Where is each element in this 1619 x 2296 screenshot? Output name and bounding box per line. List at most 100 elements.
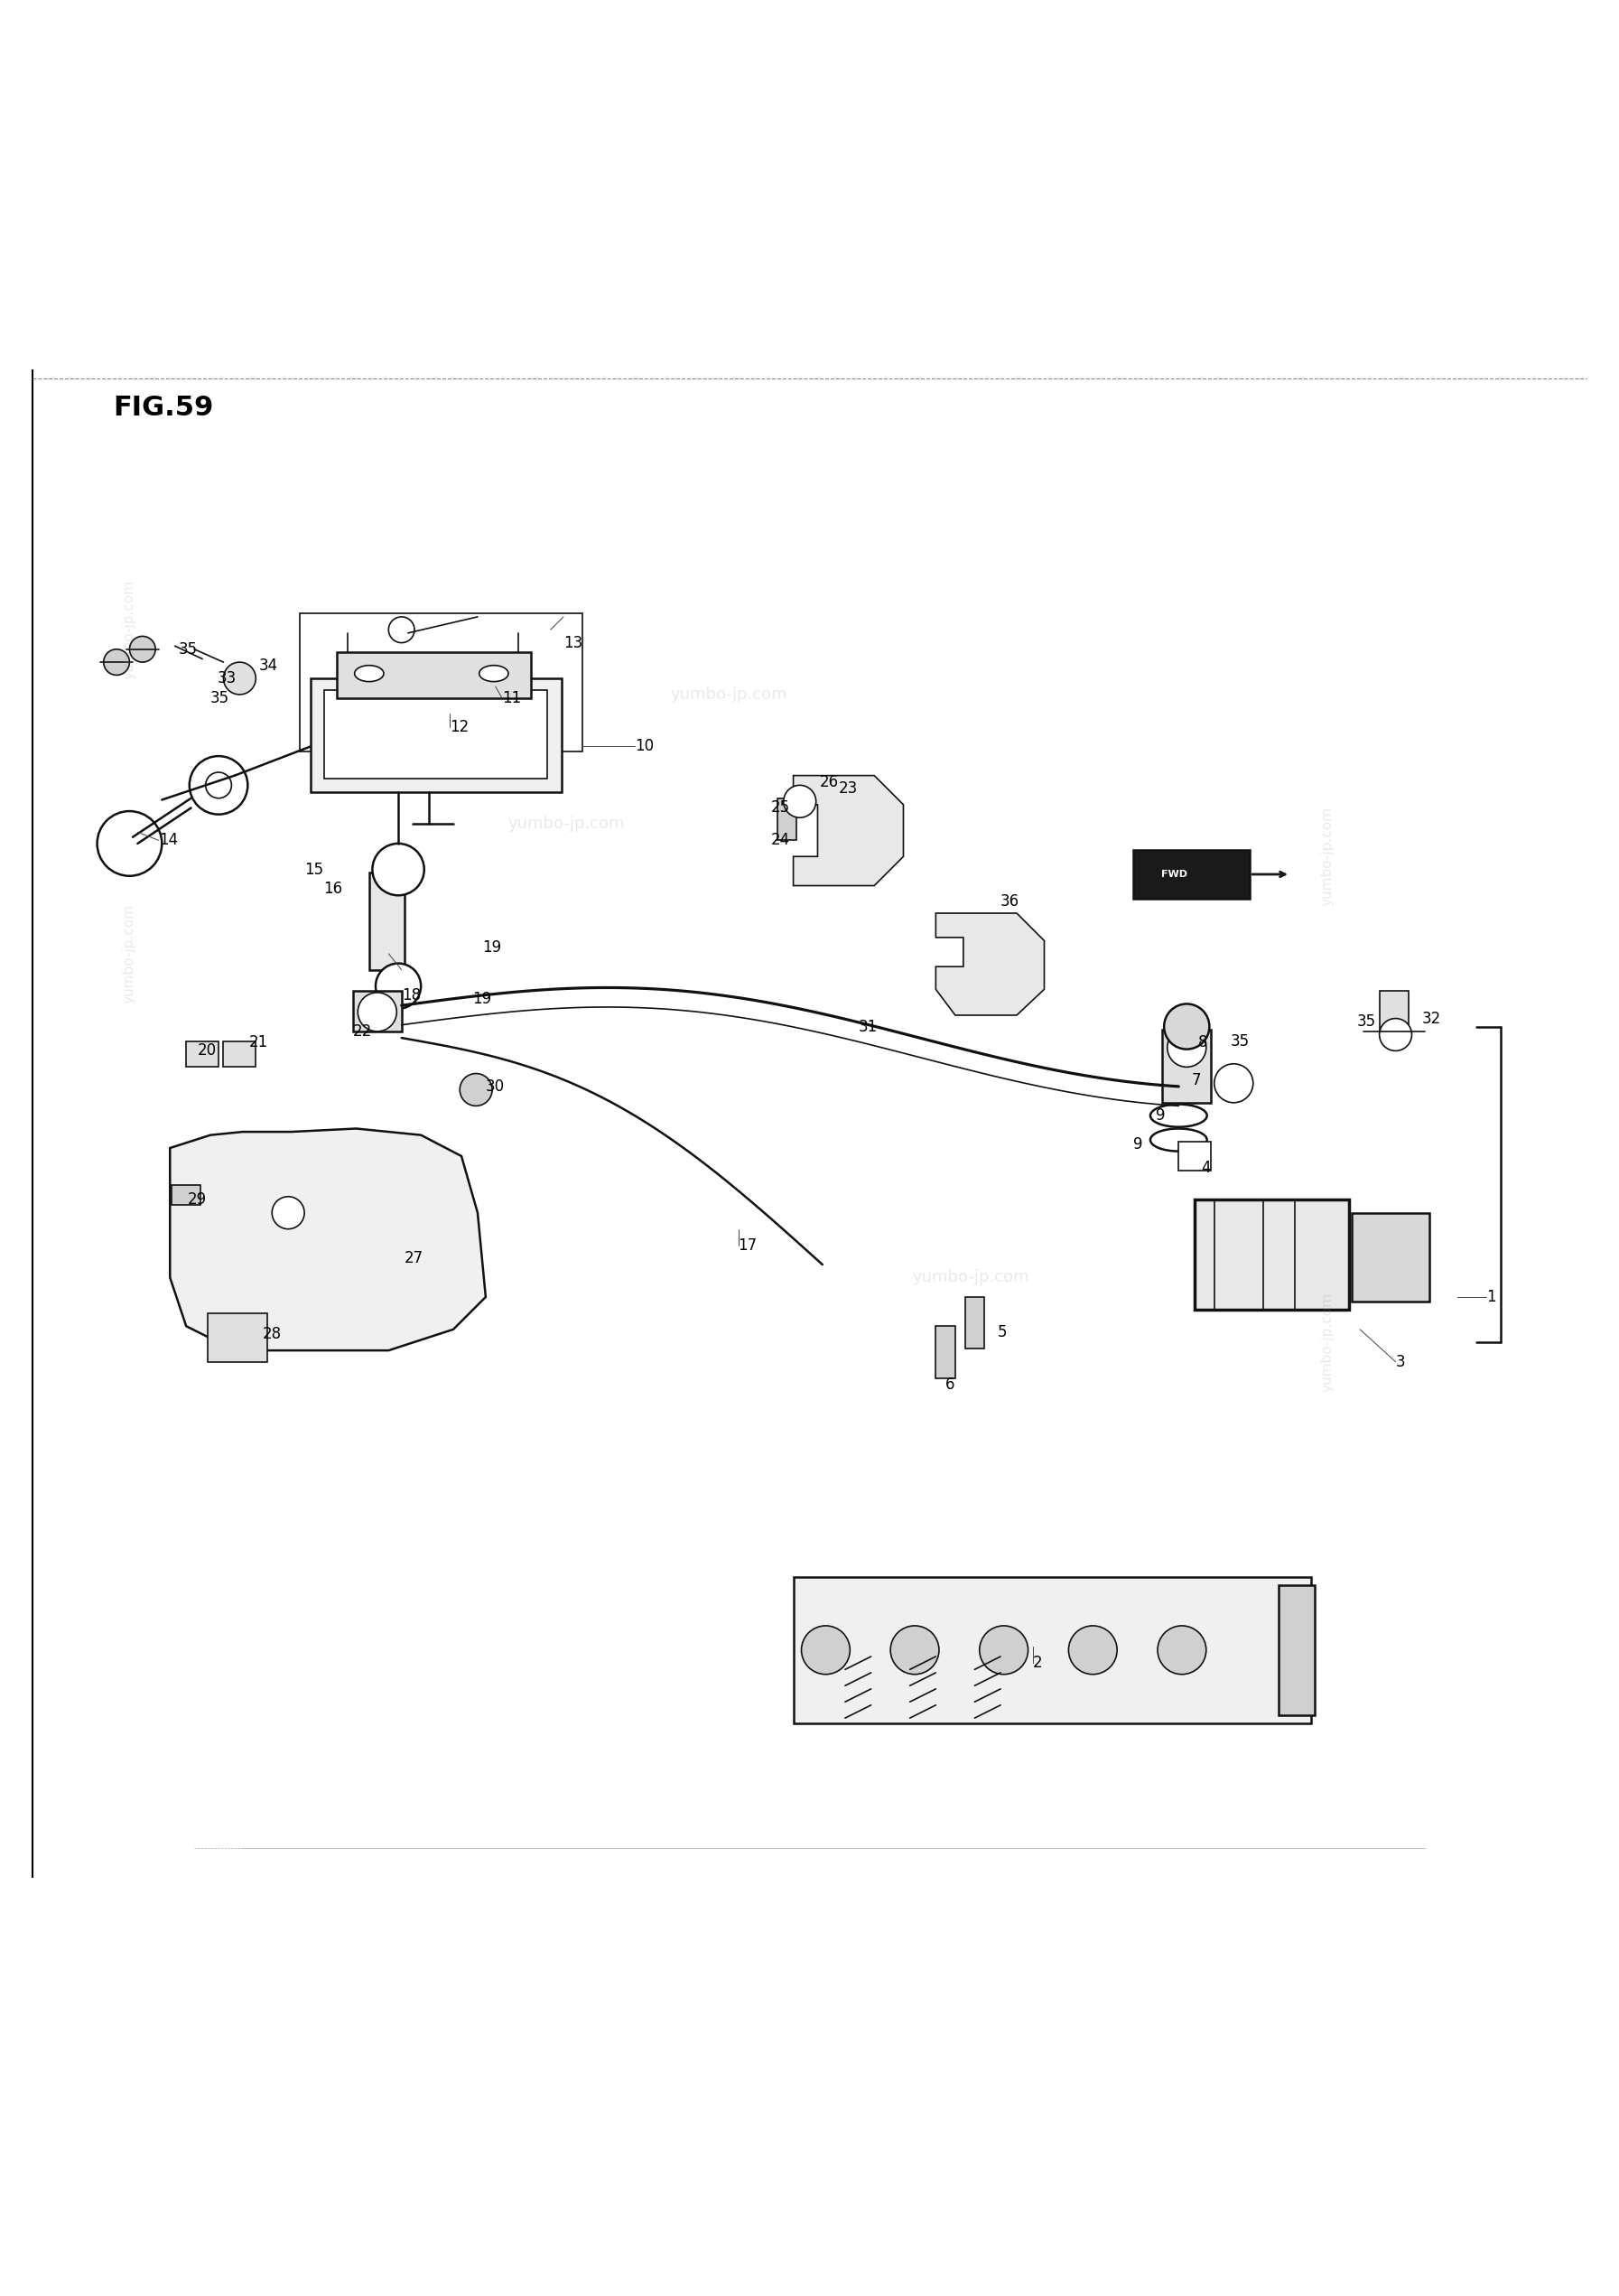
Text: 34: 34 xyxy=(259,657,278,673)
Text: 23: 23 xyxy=(839,781,858,797)
Text: 29: 29 xyxy=(188,1192,207,1208)
Text: yumbo-jp.com: yumbo-jp.com xyxy=(1321,1293,1334,1391)
Text: 19: 19 xyxy=(482,939,502,955)
Bar xyxy=(300,613,583,751)
Circle shape xyxy=(1379,1019,1412,1052)
Circle shape xyxy=(223,661,256,696)
Circle shape xyxy=(979,1626,1028,1674)
Ellipse shape xyxy=(479,666,508,682)
Polygon shape xyxy=(793,776,903,886)
PathPatch shape xyxy=(170,1130,486,1350)
Text: yumbo-jp.com: yumbo-jp.com xyxy=(670,687,787,703)
Circle shape xyxy=(1158,1626,1206,1674)
Bar xyxy=(1162,1031,1211,1102)
Circle shape xyxy=(206,771,232,799)
Bar xyxy=(311,677,562,792)
Bar xyxy=(1179,1141,1211,1171)
Text: 19: 19 xyxy=(473,992,492,1008)
Text: 10: 10 xyxy=(635,739,654,755)
Text: 33: 33 xyxy=(217,670,236,687)
Text: 5: 5 xyxy=(997,1325,1007,1341)
Ellipse shape xyxy=(1149,1130,1208,1150)
Text: 35: 35 xyxy=(1230,1033,1250,1049)
Text: 25: 25 xyxy=(771,799,790,815)
Text: 26: 26 xyxy=(819,774,839,790)
Bar xyxy=(1279,1584,1315,1715)
Circle shape xyxy=(130,636,155,661)
Bar xyxy=(1352,1212,1430,1302)
Bar xyxy=(777,799,797,840)
Text: yumbo-jp.com: yumbo-jp.com xyxy=(123,581,136,680)
Ellipse shape xyxy=(355,666,384,682)
Text: 31: 31 xyxy=(858,1019,877,1035)
Circle shape xyxy=(1167,1029,1206,1068)
Text: 12: 12 xyxy=(450,719,470,735)
Circle shape xyxy=(272,1196,304,1228)
Text: 18: 18 xyxy=(402,987,421,1003)
Text: 35: 35 xyxy=(1357,1013,1376,1031)
Bar xyxy=(936,1327,955,1378)
Text: 13: 13 xyxy=(563,634,583,650)
Bar xyxy=(353,992,402,1031)
Text: 36: 36 xyxy=(1001,893,1020,909)
Circle shape xyxy=(104,650,130,675)
Text: yumbo-jp.com: yumbo-jp.com xyxy=(913,1270,1030,1286)
Text: 28: 28 xyxy=(262,1327,282,1343)
Text: FWD: FWD xyxy=(1161,870,1187,879)
Circle shape xyxy=(784,785,816,817)
Ellipse shape xyxy=(1149,1104,1208,1127)
Text: 27: 27 xyxy=(405,1249,424,1267)
Polygon shape xyxy=(936,914,1044,1015)
Text: 2: 2 xyxy=(1033,1655,1043,1671)
Circle shape xyxy=(1164,1003,1209,1049)
Text: 24: 24 xyxy=(771,831,790,850)
Text: 17: 17 xyxy=(738,1238,758,1254)
Bar xyxy=(172,1185,201,1205)
Bar xyxy=(1379,992,1409,1031)
Text: 30: 30 xyxy=(486,1079,505,1095)
Text: 16: 16 xyxy=(324,882,343,898)
Bar xyxy=(324,689,547,778)
Text: 14: 14 xyxy=(159,831,178,850)
Text: yumbo-jp.com: yumbo-jp.com xyxy=(123,905,136,1003)
Circle shape xyxy=(189,755,248,815)
Text: 3: 3 xyxy=(1396,1355,1405,1371)
Text: 11: 11 xyxy=(502,689,521,705)
Text: 9: 9 xyxy=(1156,1107,1166,1123)
Circle shape xyxy=(358,992,397,1031)
Text: yumbo-jp.com: yumbo-jp.com xyxy=(508,815,625,831)
Bar xyxy=(186,1040,219,1068)
Circle shape xyxy=(460,1075,492,1107)
Text: 9: 9 xyxy=(1133,1137,1143,1153)
Circle shape xyxy=(97,810,162,877)
Text: 35: 35 xyxy=(210,689,230,705)
Text: 32: 32 xyxy=(1421,1010,1441,1026)
Text: 35: 35 xyxy=(178,641,198,657)
Text: 20: 20 xyxy=(198,1042,217,1058)
Circle shape xyxy=(1214,1063,1253,1102)
Bar xyxy=(1133,850,1250,898)
Text: 7: 7 xyxy=(1192,1072,1201,1088)
Circle shape xyxy=(376,964,421,1008)
Bar xyxy=(337,652,531,698)
Text: 15: 15 xyxy=(304,861,324,877)
Circle shape xyxy=(890,1626,939,1674)
Bar xyxy=(793,1577,1311,1722)
Text: 8: 8 xyxy=(1198,1035,1208,1052)
Text: yumbo-jp.com: yumbo-jp.com xyxy=(1321,806,1334,907)
Bar xyxy=(965,1297,984,1348)
Circle shape xyxy=(1069,1626,1117,1674)
Text: 1: 1 xyxy=(1486,1288,1496,1304)
Text: 4: 4 xyxy=(1201,1159,1211,1176)
Bar xyxy=(223,1040,256,1068)
Text: 22: 22 xyxy=(353,1024,372,1040)
Circle shape xyxy=(801,1626,850,1674)
Text: 6: 6 xyxy=(945,1375,955,1394)
Polygon shape xyxy=(207,1313,267,1362)
Text: 21: 21 xyxy=(249,1035,269,1052)
Text: FIG.59: FIG.59 xyxy=(113,395,214,420)
Bar xyxy=(369,872,405,969)
Bar xyxy=(1195,1201,1349,1311)
Circle shape xyxy=(389,618,414,643)
Circle shape xyxy=(372,843,424,895)
